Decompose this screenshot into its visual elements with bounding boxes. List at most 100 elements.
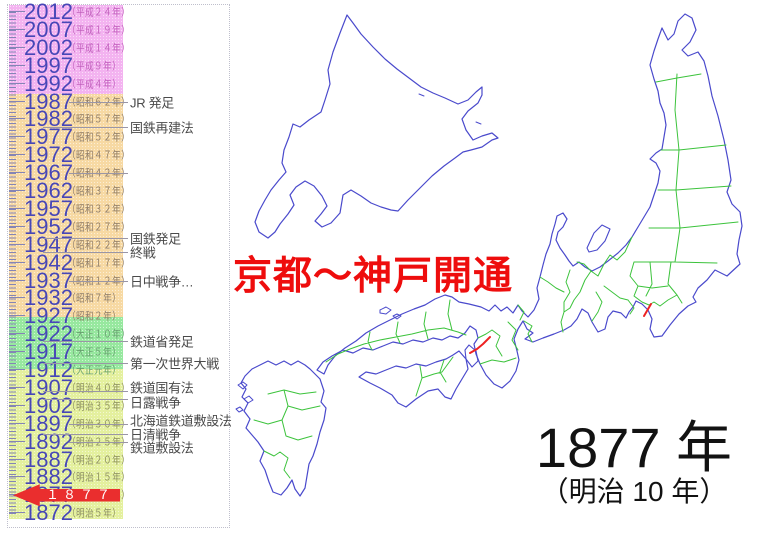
year-number: 1927	[24, 303, 73, 329]
event-label: 北海道鉄道敷設法	[130, 413, 232, 429]
year-number: 1932	[24, 285, 73, 311]
year-tick	[9, 279, 25, 281]
year-tick	[9, 458, 25, 460]
event-label: 鉄道敷設法	[130, 440, 194, 456]
year-row-1947: 1947 （昭和２２年）	[9, 231, 131, 257]
era-label: （大正元年）	[67, 364, 122, 377]
year-row-1982: 1982 （昭和５７年）	[9, 108, 131, 130]
year-row-1972: 1972 （昭和４７年）	[9, 142, 130, 168]
event-connector	[69, 280, 128, 282]
year-tick	[9, 46, 25, 48]
year-number: 1947	[24, 231, 73, 257]
year-row-1977: 1977 （昭和５２年）	[9, 126, 131, 148]
year-number: 1892	[24, 428, 73, 454]
era-label: （明治２０年）	[67, 454, 131, 466]
year-number: 1972	[24, 142, 73, 168]
opened-line-annotation: 京都～神戸開通	[233, 255, 514, 298]
era-label: （昭和２２年）	[67, 239, 131, 252]
event-connector	[43, 251, 128, 253]
year-tick	[9, 512, 25, 514]
caption-year-text: 1877 年	[535, 416, 733, 479]
year-number: 1872	[24, 500, 73, 526]
year-tick	[9, 136, 25, 138]
event-label: 国鉄再建法	[130, 120, 194, 136]
event-connector	[43, 434, 128, 436]
event-connector	[43, 341, 128, 343]
event-connector	[69, 441, 128, 443]
year-row-2012: 2012 （平成２４年）	[9, 0, 130, 24]
oki-islands	[379, 306, 402, 320]
year-number: 1967	[24, 160, 73, 186]
caption-era-text: （明治 10 年）	[540, 475, 728, 507]
year-row-1917: 1917 （大正５年）	[9, 341, 127, 363]
era-label: （昭和５２年）	[67, 131, 131, 144]
year-number: 1897	[24, 410, 73, 436]
event-label: 国鉄発足	[130, 231, 181, 247]
event-label: JR 発足	[130, 95, 175, 110]
year-row-1887: 1887 （明治２０年）	[9, 446, 131, 472]
year-row-1922: 1922 （大正１０年）	[9, 321, 130, 347]
era-label: （昭和７年）	[67, 292, 122, 305]
event-label: 鉄道国有法	[130, 380, 194, 396]
event-label: 日清戦争	[130, 427, 181, 443]
year-tick	[9, 476, 25, 478]
year-tick	[9, 315, 25, 317]
era-label: （平成１９年）	[67, 24, 131, 37]
event-connector	[43, 237, 128, 239]
year-tick	[9, 351, 25, 353]
year-number: 1907	[24, 374, 73, 400]
year-number: 1952	[24, 213, 73, 239]
year-tick	[9, 64, 25, 66]
event-label: 第一次世界大戦	[130, 356, 219, 372]
year-number: 1937	[24, 267, 73, 293]
year-tick	[9, 207, 25, 209]
year-row-1932: 1932 （昭和７年）	[9, 285, 127, 311]
year-tick	[9, 82, 25, 84]
era-band-taisho	[9, 317, 123, 369]
year-tick	[9, 190, 25, 191]
year-number: 2002	[24, 34, 73, 60]
year-number: 2012	[24, 0, 73, 24]
year-number: 1942	[24, 249, 73, 275]
hokkaido-coastline	[254, 14, 499, 239]
event-connector	[69, 101, 128, 103]
current-year-label: １８７７	[46, 487, 115, 503]
japan-map	[235, 13, 743, 497]
era-label: （昭和２７年）	[67, 221, 131, 234]
year-tick	[9, 154, 25, 156]
year-row-1942: 1942 （昭和１７年）	[9, 249, 131, 275]
year-number: 1987	[24, 88, 73, 114]
era-label: （昭和５７年）	[67, 113, 131, 126]
year-row-1912: 1912 （大正元年）	[9, 359, 127, 381]
year-row-1992: 1992 （平成４年）	[9, 72, 127, 94]
era-band-heisei	[9, 5, 123, 95]
era-label: （大正５年）	[67, 346, 122, 359]
prefecture-borders	[253, 73, 739, 479]
year-row-2007: 2007 （平成１９年）	[9, 18, 131, 40]
year-row-1997: 1997 （平成９年）	[9, 54, 127, 76]
shikoku-coastline	[358, 350, 469, 408]
event-label: 鉄道省発足	[130, 334, 194, 350]
era-label: （明治４０年）	[67, 382, 131, 395]
era-label: （昭和２年）	[67, 310, 122, 323]
era-band-showa	[9, 94, 123, 318]
year-number: 1882	[24, 464, 73, 490]
era-label: （昭和１７年）	[67, 257, 131, 270]
year-tick	[9, 422, 25, 424]
era-label: （平成１４年）	[67, 42, 131, 55]
ruler-ticks	[9, 11, 16, 515]
year-tick	[9, 172, 25, 174]
year-caption: 1877 年 （明治 10 年）	[518, 416, 750, 507]
year-number: 1922	[24, 321, 73, 347]
honshu-coastline	[316, 13, 743, 389]
year-number: 1887	[24, 446, 73, 472]
hokkaido-islets	[418, 93, 482, 125]
year-tick	[9, 386, 25, 388]
goto-tsushima-islands	[235, 381, 254, 413]
year-tick	[9, 333, 25, 335]
railway-segment-tokyo-yokohama	[643, 303, 652, 317]
year-tick	[9, 28, 25, 30]
event-connector	[69, 423, 128, 425]
awaji-island	[464, 344, 479, 368]
